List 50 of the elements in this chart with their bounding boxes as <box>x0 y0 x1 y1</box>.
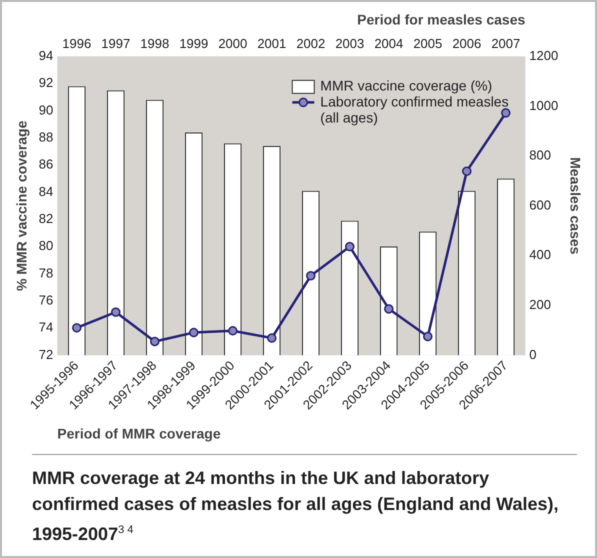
point <box>72 323 82 333</box>
point <box>423 332 433 342</box>
y2-tick-label: 400 <box>529 247 551 262</box>
y2-tick-label: 600 <box>529 197 551 212</box>
x2-tick-label: 2004 <box>374 36 404 52</box>
y-tick-label: 86 <box>38 156 54 172</box>
y2-tick-label: 1000 <box>529 98 558 113</box>
point <box>228 326 238 336</box>
x2-tick-label: 2006 <box>452 36 482 52</box>
y-tick-label: 74 <box>38 320 54 335</box>
point <box>462 166 472 176</box>
x2-tick-label: 2007 <box>491 36 520 52</box>
y-tick-label: 94 <box>38 48 54 63</box>
y2-tick-label: 800 <box>529 148 551 163</box>
point <box>384 304 394 314</box>
x2-axis-title: Period for measles cases <box>357 11 526 28</box>
point <box>267 333 277 343</box>
x-axis-title: Period of MMR coverage <box>57 425 221 442</box>
y-tick-label: 88 <box>38 129 54 144</box>
y2-axis-title: Measles cases <box>568 157 584 255</box>
point <box>345 242 355 252</box>
y-tick-label: 92 <box>38 75 54 90</box>
x2-tick-label: 1997 <box>101 36 130 52</box>
legend-label: MMR vaccine coverage (%) <box>320 77 492 94</box>
point <box>306 271 316 281</box>
y-tick-label: 72 <box>38 346 54 362</box>
x2-tick-label: 1996 <box>62 36 92 52</box>
y-tick-label: 80 <box>38 238 54 254</box>
y-tick-label: 90 <box>38 102 54 118</box>
x2-tick-label: 1999 <box>179 36 208 52</box>
x2-tick-label: 2003 <box>335 36 364 52</box>
y-tick-label: 76 <box>38 292 54 308</box>
point <box>189 328 199 338</box>
y-axis-title: % MMR vaccine coverage <box>13 120 30 292</box>
y-tick-label: 84 <box>38 184 54 199</box>
point <box>501 108 511 118</box>
x2-tick-label: 2002 <box>296 36 326 52</box>
y2-tick-label: 200 <box>529 296 551 312</box>
text: MMR coverage at 24 months in the UK and laboratory confirmed cases of measles for all ages (England and Wales), 1995-2007$^{3 4}$ <box>32 454 577 547</box>
x2-tick-label: 1998 <box>140 36 170 52</box>
x2-tick-label: 2005 <box>413 36 442 52</box>
y2-tick-label: 1200 <box>529 48 558 63</box>
legend-label: Laboratory confirmed measles (all ages) <box>320 93 509 126</box>
point <box>150 336 160 346</box>
y2-tick-label: 0 <box>529 346 537 362</box>
x2-tick-label: 2000 <box>218 36 248 52</box>
point <box>111 307 121 317</box>
x2-tick-label: 2001 <box>257 36 286 52</box>
y-tick-label: 82 <box>38 210 54 226</box>
y-tick-label: 78 <box>38 265 54 280</box>
